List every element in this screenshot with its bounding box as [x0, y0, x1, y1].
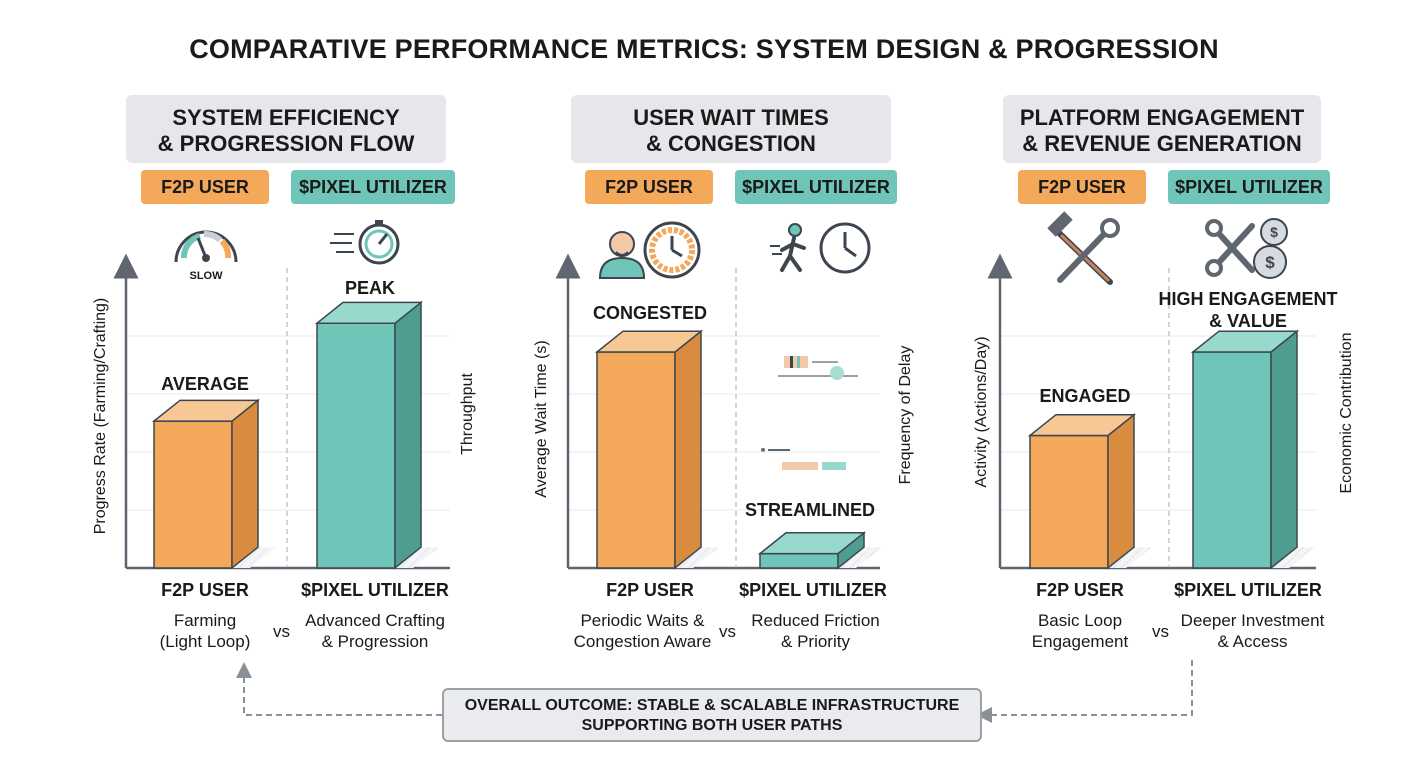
- panel-1-bar-f2p-side: [231, 398, 259, 570]
- panel-1-desc-pixel: Advanced Crafting & Progression: [290, 610, 460, 652]
- panel-2-bar-f2p-side: [674, 329, 702, 570]
- panel-2-title-line-2: & CONGESTION: [646, 131, 816, 156]
- panel-3-bar-pixel-front: [1192, 351, 1272, 569]
- panel-2-category-pixel: $PIXEL UTILIZER: [739, 580, 887, 600]
- panel-3-legend-f2p: F2P USER: [1018, 170, 1146, 204]
- panel-2-legend-pixel: $PIXEL UTILIZER: [735, 170, 897, 204]
- panel-2-desc-pixel-line-2: & Priority: [781, 632, 850, 651]
- panel-2-category-f2p: F2P USER: [606, 580, 694, 600]
- panel-1-category-f2p: F2P USER: [161, 580, 249, 600]
- panel-1-bar-label-pixel: PEAK: [344, 278, 395, 298]
- panel-3-desc-pixel: Deeper Investment & Access: [1170, 610, 1335, 652]
- tools-coins-icon: $ $: [1205, 218, 1288, 279]
- panel-1-bar-pixel-shadow: [395, 547, 439, 568]
- panel-3-legend-pixel: $PIXEL UTILIZER: [1168, 170, 1330, 204]
- panel-1-bar-f2p-shadow: [232, 547, 276, 568]
- panel-3-bar-f2p-shadow: [1108, 547, 1152, 568]
- panel-1-ylabel-right: Throughput: [459, 373, 476, 455]
- panel-2-title-line-1: USER WAIT TIMES: [633, 105, 829, 130]
- walking-person-icon: [770, 223, 806, 272]
- panel-3-desc-f2p: Basic Loop Engagement: [1005, 610, 1155, 652]
- fast-gauge-icon: [330, 220, 400, 265]
- panel-1-title-line-1: SYSTEM EFFICIENCY: [172, 105, 400, 130]
- panel-3-bar-f2p-side: [1107, 413, 1135, 570]
- panel-3-bar-f2p-top: [1027, 413, 1137, 437]
- panel-3-bar-f2p-front: [1029, 434, 1109, 569]
- panel-2-ylabel-right: Frequency of Delay: [897, 345, 914, 485]
- panel-1-desc-pixel-line-2: & Progression: [321, 632, 429, 651]
- panel-3-bar-label-f2p: ENGAGED: [1039, 386, 1131, 406]
- outcome-line-2: SUPPORTING BOTH USER PATHS: [581, 717, 843, 734]
- panel-3-category-f2p: F2P USER: [1036, 580, 1124, 600]
- main-title: COMPARATIVE PERFORMANCE METRICS: SYSTEM …: [189, 34, 1219, 64]
- panel-2-vs: vs: [719, 622, 736, 641]
- delay-frequency-marks: [761, 356, 858, 470]
- panel-1-desc-f2p-line-2: (Light Loop): [159, 632, 251, 651]
- panel-1-desc-pixel-line-1: Advanced Crafting: [305, 611, 445, 630]
- panel-1-legend-pixel: $PIXEL UTILIZER: [291, 170, 455, 204]
- panel-3-bar-pixel-side: [1270, 329, 1298, 570]
- panel-3-desc-pixel-line-1: Deeper Investment: [1180, 611, 1325, 630]
- panel-1-title-line-2: & PROGRESSION FLOW: [157, 131, 415, 156]
- panel-1-bar-label-f2p: AVERAGE: [161, 374, 249, 394]
- panel-1-desc-f2p-line-1: Farming: [173, 611, 237, 630]
- hammer-wrench-icon: [1047, 211, 1120, 285]
- panel-2-desc-f2p: Periodic Waits & Congestion Aware: [565, 610, 720, 652]
- panel-2-bar-f2p-shadow: [675, 547, 719, 568]
- panel-2-bar-f2p-front: [596, 351, 676, 569]
- panel-1-bar-pixel-front: [316, 322, 396, 569]
- panel-2-header: USER WAIT TIMES & CONGESTION: [571, 95, 891, 163]
- clock-icon: [819, 222, 871, 274]
- panel-2-bar-f2p-top: [594, 330, 704, 353]
- outcome-connectors: [236, 660, 1193, 723]
- panel-3-desc-f2p-line-2: Engagement: [1031, 632, 1129, 651]
- panel-2-ylabel: Average Wait Time (s): [533, 340, 550, 498]
- panel-3-ylabel: Activity (Actions/Day): [973, 336, 990, 488]
- svg-text:$: $: [1265, 253, 1275, 272]
- waiting-person-icon: [598, 231, 646, 279]
- panel-1-desc-f2p: Farming (Light Loop): [130, 610, 280, 652]
- overall-outcome-box: OVERALL OUTCOME: STABLE & SCALABLE INFRA…: [442, 688, 982, 742]
- svg-text:$: $: [1270, 224, 1278, 240]
- busy-clock-icon: [643, 221, 701, 279]
- panel-2-desc-pixel-line-1: Reduced Friction: [751, 611, 880, 630]
- panel-1-bar-f2p-top: [151, 399, 261, 422]
- panel-1-bar-f2p-front: [153, 420, 233, 569]
- panel-3-bar-label-pixel: HIGH ENGAGEMENT & VALUE: [1158, 289, 1338, 331]
- panel-2-bar-pixel-front: [759, 552, 839, 569]
- panel-3-title-line-1: PLATFORM ENGAGEMENT: [1019, 105, 1305, 130]
- panel-2-desc-f2p-line-2: Congestion Aware: [573, 632, 712, 651]
- panel-3-ylabel-right: Economic Contribution: [1338, 332, 1355, 494]
- panel-1-vs: vs: [273, 622, 290, 641]
- panel-2-bar-label-f2p: CONGESTED: [592, 303, 707, 323]
- panel-2-bar-pixel-shadow: [838, 547, 882, 568]
- panel-1-bar-pixel-top: [314, 301, 424, 324]
- panel-2-bar-pixel-top: [757, 532, 867, 555]
- panel-3-bar-pixel-top: [1190, 330, 1300, 353]
- panel-3-vs: vs: [1152, 622, 1169, 641]
- panel-1-header: SYSTEM EFFICIENCY & PROGRESSION FLOW: [126, 95, 446, 163]
- panel-1-category-pixel: $PIXEL UTILIZER: [301, 580, 449, 600]
- panel-3-title-line-2: & REVENUE GENERATION: [1022, 131, 1302, 156]
- panel-2-legend-f2p: F2P USER: [585, 170, 713, 204]
- panel-1-bar-pixel-side: [394, 300, 422, 570]
- panel-3-bar-pixel-shadow: [1271, 547, 1315, 568]
- speedometer-icon: [174, 230, 238, 263]
- outcome-line-1: OVERALL OUTCOME: STABLE & SCALABLE INFRA…: [464, 697, 960, 714]
- panel-2-desc-f2p-line-1: Periodic Waits &: [580, 611, 705, 630]
- panel-1-ylabel: Progress Rate (Farming/Crafting): [92, 297, 109, 535]
- panel-3-header: PLATFORM ENGAGEMENT & REVENUE GENERATION: [1003, 95, 1321, 163]
- panel-1-legend-f2p: F2P USER: [141, 170, 269, 204]
- speedometer-slow-text: SLOW: [190, 270, 224, 282]
- panel-2-bar-label-pixel: STREAMLINED: [745, 500, 875, 520]
- panel-3-desc-f2p-line-1: Basic Loop: [1037, 611, 1123, 630]
- panel-2-desc-pixel: Reduced Friction & Priority: [738, 610, 893, 652]
- panel-3-desc-pixel-line-2: & Access: [1217, 632, 1288, 651]
- panel-3-category-pixel: $PIXEL UTILIZER: [1174, 580, 1322, 600]
